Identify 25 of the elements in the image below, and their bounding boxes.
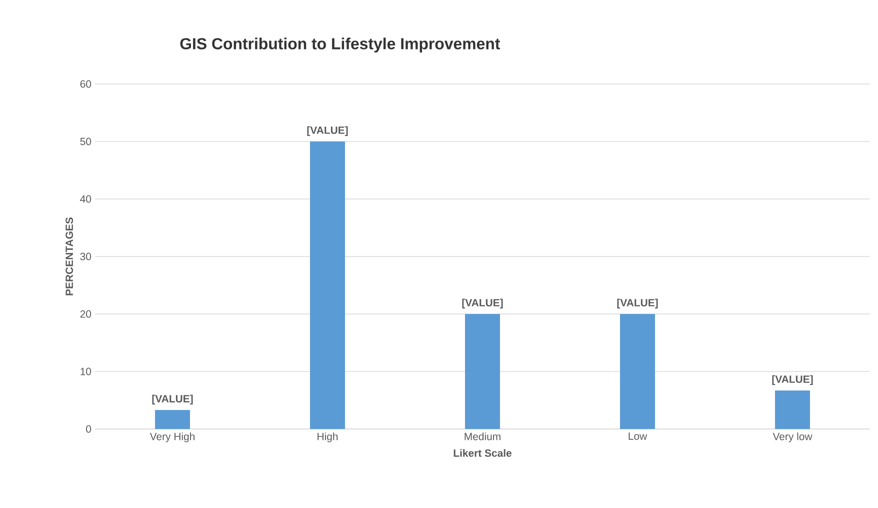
data-label: [VALUE] xyxy=(772,375,813,385)
x-tick-label: Very low xyxy=(772,432,812,442)
x-tick-label: Low xyxy=(628,432,648,440)
bar xyxy=(465,314,500,429)
bar xyxy=(310,142,345,429)
bar xyxy=(620,314,656,429)
data-label: [VALUE] xyxy=(307,126,348,136)
y-tick-label: 60 xyxy=(80,80,92,88)
bar xyxy=(155,410,190,429)
x-tick-label: High xyxy=(318,432,338,442)
x-tick-label: Very High xyxy=(150,432,194,442)
chart-title: GIS Contribution to Lifestyle Improvement xyxy=(180,38,500,53)
y-tick-label: 40 xyxy=(80,195,92,203)
data-label: [VALUE] xyxy=(152,394,193,405)
x-axis-title: Likert Scale xyxy=(454,449,512,457)
y-tick-label: 10 xyxy=(80,368,92,376)
data-label: [VALUE] xyxy=(617,298,658,308)
y-tick-label: 20 xyxy=(80,310,92,318)
y-tick-label: 50 xyxy=(80,138,92,146)
bar xyxy=(775,390,810,429)
y-axis-title: PERCENTAGES xyxy=(66,217,74,296)
x-tick-label: Medium xyxy=(464,432,500,440)
y-tick-label: 30 xyxy=(80,252,92,260)
data-label: [VALUE] xyxy=(462,298,503,308)
y-tick-label: 0 xyxy=(86,425,92,433)
